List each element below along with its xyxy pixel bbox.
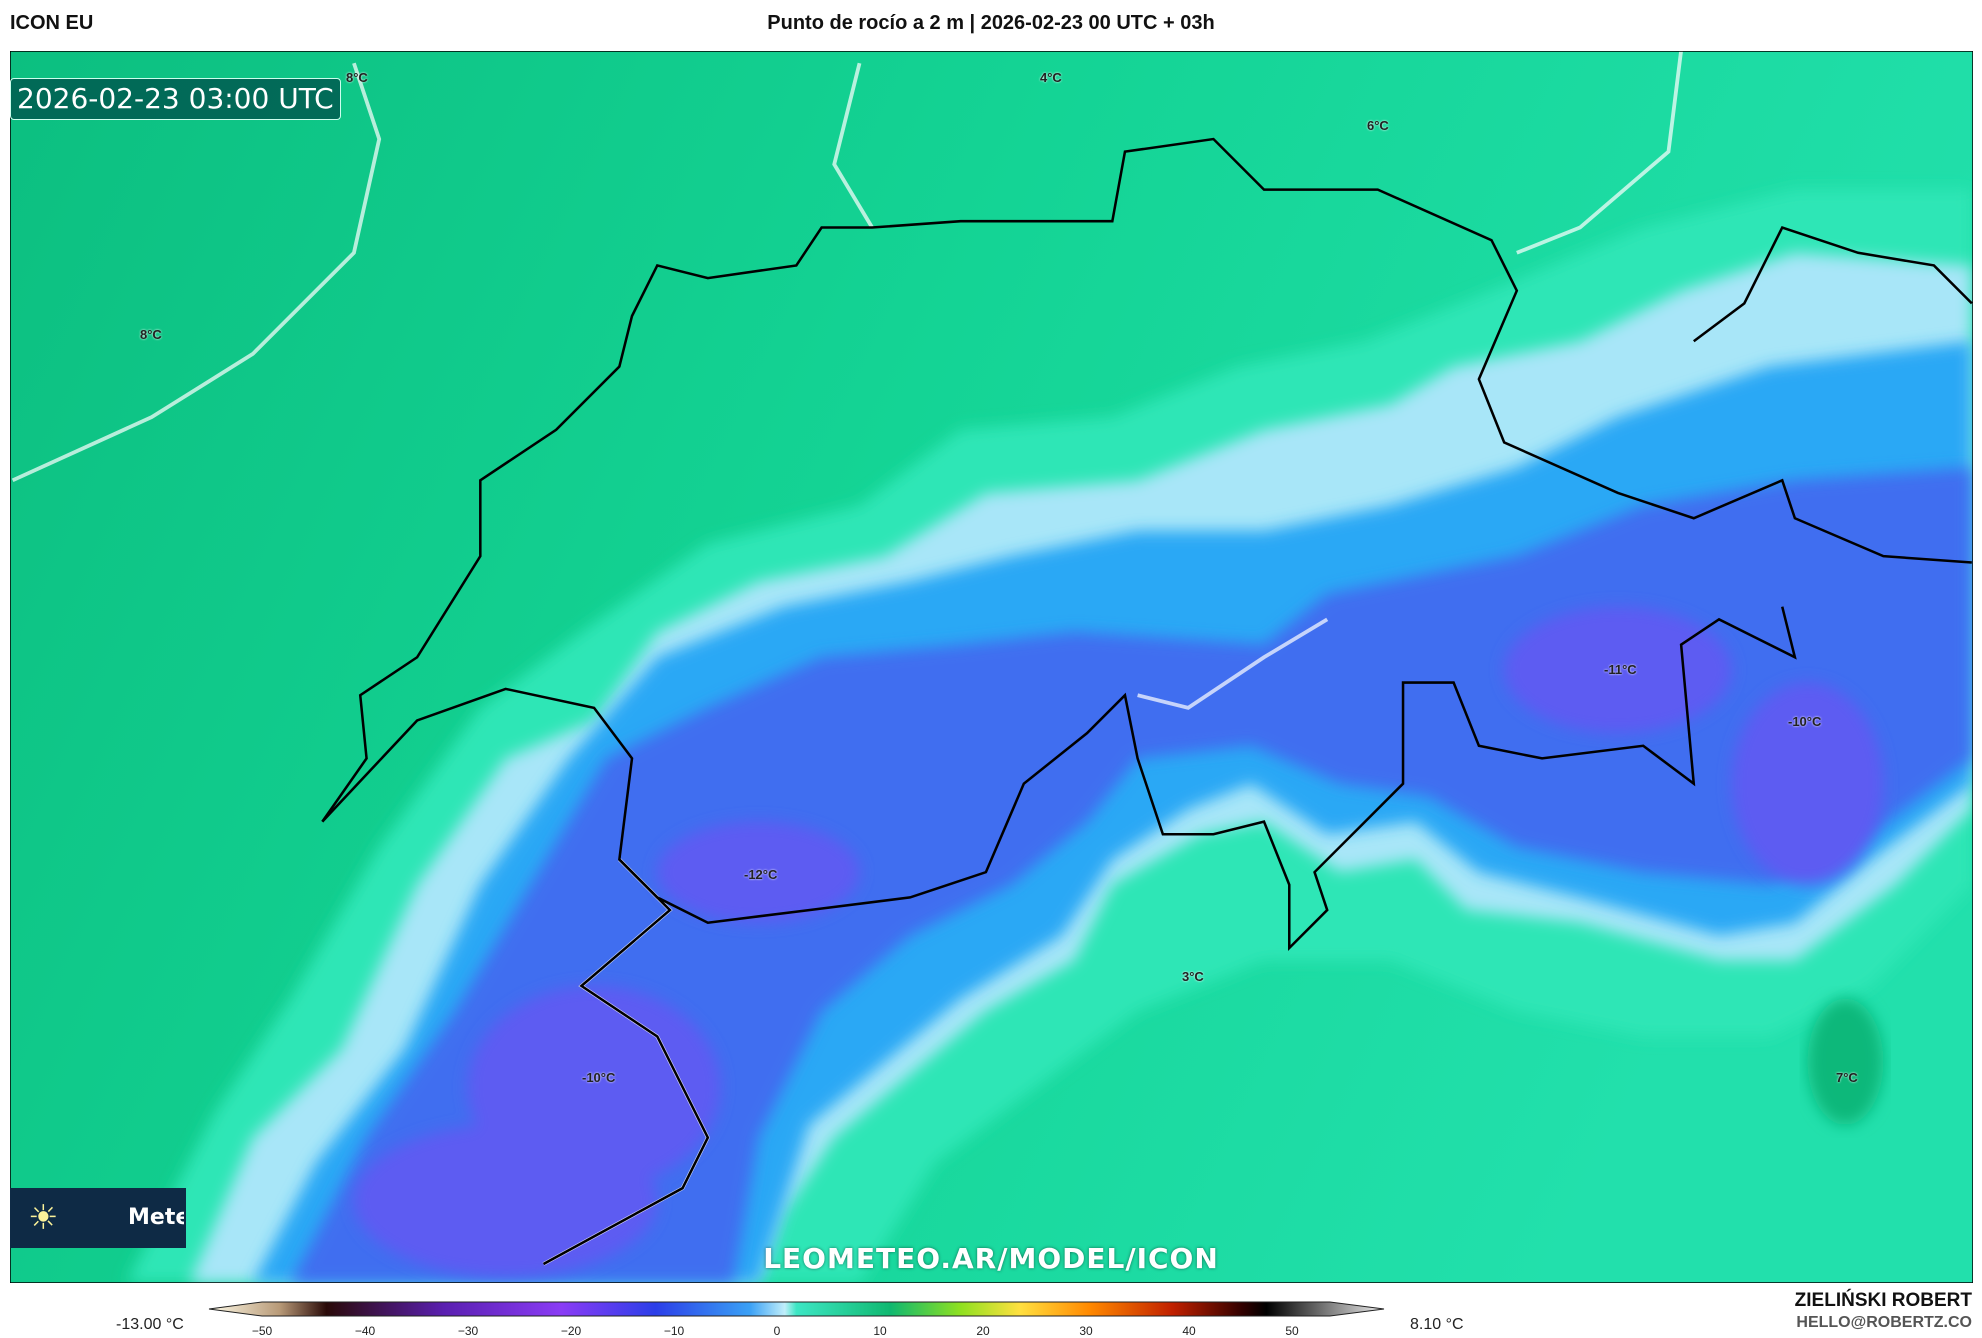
contour-label: 8°C (346, 70, 368, 85)
colorbar-tick-label: 50 (1285, 1324, 1299, 1338)
contour-label: -12°C (744, 867, 778, 882)
country-borders (321, 137, 1973, 1266)
contour-label: 6°C (1367, 118, 1389, 133)
colorbar-tick-label: −50 (251, 1324, 273, 1338)
contour-label: -10°C (1788, 714, 1822, 729)
colorbar-tick-label: −30 (457, 1324, 479, 1338)
colorbar-tick-label: 0 (773, 1324, 781, 1338)
contour-label: -10°C (582, 1070, 616, 1085)
sun-icon: ☀ (28, 1198, 59, 1238)
contour-label: 7°C (1836, 1070, 1858, 1085)
colorbar-tick-label: −20 (560, 1324, 582, 1338)
map-title: Punto de rocío a 2 m | 2026-02-23 00 UTC… (767, 12, 1215, 34)
valid-time-badge: 2026-02-23 03:00 UTC (10, 78, 341, 120)
colorbar-max-label: 8.10 °C (1410, 1316, 1464, 1333)
colorbar-tick-label: −10 (663, 1324, 685, 1338)
contour-label: 8°C (140, 327, 162, 342)
model-name: ICON EU (10, 12, 94, 34)
colorbar-min-label: -13.00 °C (116, 1316, 184, 1333)
colorbar-tick-label: −40 (354, 1324, 376, 1338)
colorbar-tick-label: 30 (1079, 1324, 1093, 1338)
author-name: ZIELIŃSKI ROBERT (1794, 1290, 1972, 1311)
colorbar-tick-label: 10 (873, 1324, 887, 1338)
contour-label: 3°C (1182, 969, 1204, 984)
author-email[interactable]: HELLO@ROBERTZ.CO (1796, 1314, 1972, 1331)
colorbar-tick-label: 40 (1182, 1324, 1196, 1338)
colorbar-tick-label: 20 (976, 1324, 990, 1338)
logo-text: Meteo (128, 1205, 184, 1230)
contour-label: -11°C (1604, 662, 1637, 677)
watermark: LEOMETEO.AR/MODEL/ICON (763, 1242, 1219, 1275)
logo[interactable]: ☀ Meteo (10, 1188, 186, 1248)
contour-label: 4°C (1040, 70, 1062, 85)
